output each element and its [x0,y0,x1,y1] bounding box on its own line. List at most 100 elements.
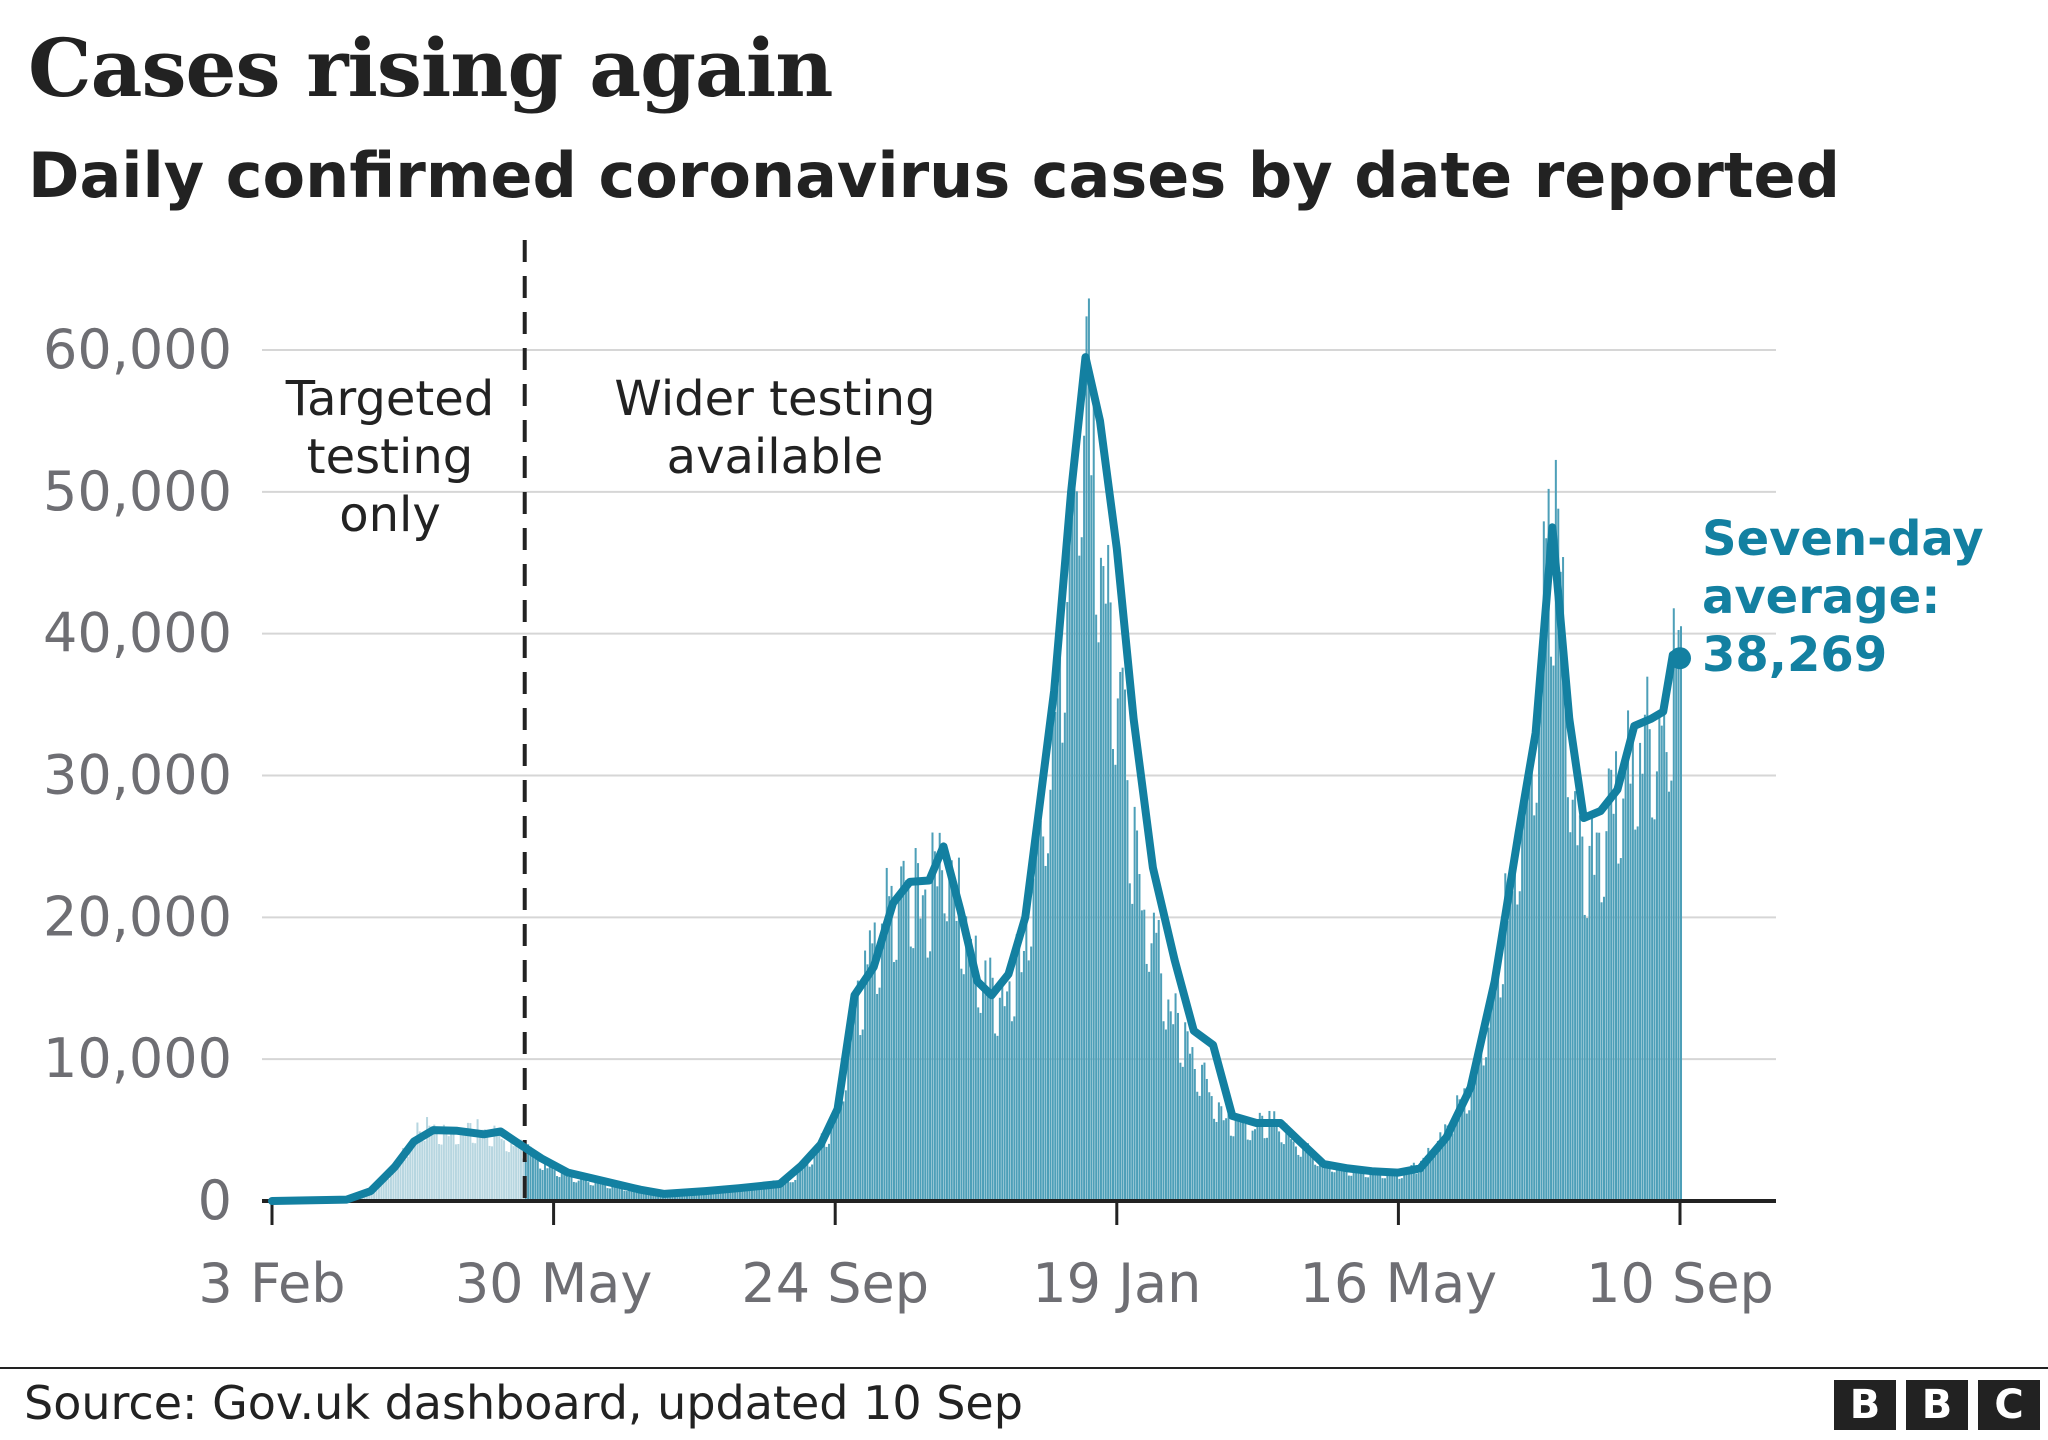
daily-bar [1099,557,1102,1201]
daily-bar [996,1035,999,1201]
daily-bar [534,1152,537,1201]
daily-bar [1559,571,1562,1201]
daily-bar [965,916,968,1201]
daily-bar [649,1192,652,1201]
daily-bar [1263,1138,1266,1201]
daily-bar [909,946,912,1201]
daily-bar [974,935,977,1201]
daily-bar [611,1186,614,1201]
daily-bar [1420,1160,1423,1201]
daily-bar [560,1172,563,1201]
daily-bar [633,1189,636,1201]
daily-bar [1275,1122,1278,1201]
daily-bar [1600,902,1603,1201]
daily-bar [991,977,994,1201]
seven-day-average-label: 38,269 [1702,627,1887,683]
daily-bar [979,1012,982,1201]
daily-bar [1256,1124,1259,1201]
daily-bar [1482,1065,1485,1201]
daily-bar [1636,826,1639,1201]
daily-bar [645,1191,648,1201]
daily-bar [1374,1175,1377,1201]
daily-bar [921,895,924,1201]
daily-bar [1540,638,1543,1201]
daily-bar [1071,510,1074,1202]
daily-bar [1562,557,1565,1201]
daily-bar [734,1187,737,1201]
daily-bar [799,1168,802,1201]
daily-bar [1376,1170,1379,1201]
daily-bar [1287,1135,1290,1201]
daily-bar [450,1134,453,1201]
daily-bar [1266,1137,1269,1201]
daily-bar [1010,1021,1013,1201]
daily-bar [1463,1088,1466,1201]
daily-bar [796,1170,799,1201]
daily-bar [1311,1151,1314,1201]
daily-bar [880,923,883,1201]
daily-bar [1665,752,1668,1201]
daily-bar [1253,1129,1256,1201]
daily-bar [705,1191,708,1201]
daily-bar [1513,870,1516,1201]
daily-bar [1432,1157,1435,1201]
daily-bar [1306,1143,1309,1201]
daily-bar [1080,537,1083,1201]
daily-bar [1364,1177,1367,1201]
daily-bar [1598,832,1601,1201]
daily-bar [474,1143,477,1201]
daily-bar [1304,1149,1307,1201]
daily-bar [1651,817,1654,1201]
daily-bar [1506,921,1509,1201]
daily-bar [401,1147,404,1201]
daily-bar [779,1183,782,1201]
daily-bar [1504,873,1507,1201]
daily-bar [1489,1007,1492,1201]
daily-bar [536,1156,539,1201]
targeted-testing-label: only [339,487,441,543]
daily-bar [1018,947,1021,1201]
daily-bar [1340,1166,1343,1201]
daily-bar [866,964,869,1201]
daily-bar [1196,1091,1199,1201]
daily-bar [471,1142,474,1201]
daily-bar [820,1133,823,1201]
daily-bar [414,1140,417,1201]
daily-bar [1617,863,1620,1201]
daily-bar [933,851,936,1201]
daily-bar [1595,832,1598,1201]
daily-bar [950,860,953,1201]
daily-bar [1044,865,1047,1201]
daily-bars [274,298,1683,1202]
daily-bar [423,1140,426,1201]
daily-bar [957,857,960,1201]
daily-bar [710,1192,713,1201]
daily-bar [459,1135,462,1201]
daily-bar [1677,630,1680,1201]
daily-bar [1667,791,1670,1201]
daily-bar [462,1135,465,1201]
daily-bar [1564,643,1567,1201]
daily-bar [1393,1171,1396,1201]
daily-bar [1285,1123,1288,1201]
daily-bar [394,1161,397,1201]
daily-bar [1497,955,1500,1201]
daily-bar [832,1111,835,1201]
daily-bar [1116,698,1119,1201]
daily-bar [1225,1118,1228,1201]
daily-bar [1607,768,1610,1201]
seven-day-average-label: Seven-day [1702,511,1984,567]
daily-bar [1427,1147,1430,1201]
daily-bar [808,1166,811,1201]
daily-bar [1020,972,1023,1201]
daily-bar [1663,698,1666,1201]
daily-bar [1227,1109,1230,1201]
daily-bar [572,1181,575,1201]
daily-bar [890,885,893,1201]
daily-bar [837,1102,840,1201]
daily-bar [931,832,934,1201]
y-tick-label: 10,000 [43,1027,232,1090]
daily-bar [642,1193,645,1201]
daily-bar [1410,1165,1413,1201]
daily-bar [1359,1172,1362,1201]
